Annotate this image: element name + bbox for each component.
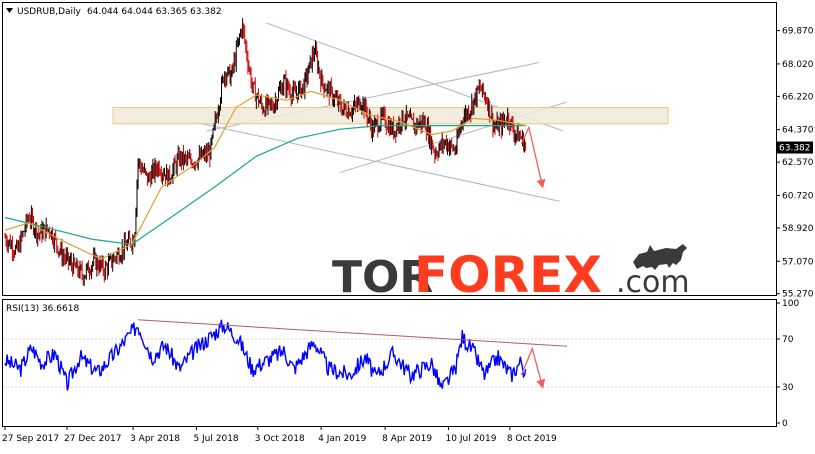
last-price-marker: 63.382 — [777, 141, 813, 154]
rsi-y-tick-label: 70 — [782, 335, 794, 345]
torforex-watermark: TOR FOREX .com — [332, 244, 690, 304]
rsi-y-tick-label: 0 — [782, 419, 788, 429]
ma-fast-line — [4, 90, 527, 260]
last-price-label: 63.382 — [779, 144, 811, 154]
x-tick-label: 3 Apr 2018 — [130, 434, 180, 444]
rsi-header: RSI(13) 36.6618 — [6, 304, 79, 314]
date-x-axis: 27 Sep 2017 27 Dec 2017 3 Apr 2018 5 Jul 20… — [2, 426, 557, 444]
price-y-tick-label: 57.070 — [782, 257, 814, 267]
price-y-tick-label: 68.020 — [782, 60, 814, 70]
x-tick-label: 8 Apr 2019 — [382, 434, 432, 444]
ma-slow-line — [4, 124, 527, 246]
bull-icon — [633, 244, 687, 270]
watermark-dotcom: .com — [616, 265, 690, 300]
price-y-tick-label: 62.570 — [782, 158, 814, 168]
watermark-tor: TOR — [332, 252, 433, 303]
price-y-tick-label: 58.920 — [782, 224, 814, 234]
price-y-tick-label: 55.270 — [782, 290, 814, 300]
rsi-lines — [4, 319, 568, 391]
rsi-y-tick-label: 30 — [782, 383, 794, 393]
x-tick-label: 4 Jan 2019 — [318, 434, 366, 444]
x-tick-label: 3 Oct 2018 — [255, 434, 305, 444]
price-y-axis: 69.870 68.020 66.220 64.370 62.570 60.720 58.9… — [776, 27, 814, 300]
moving-averages — [4, 90, 527, 260]
rsi-pane-frame — [2, 299, 777, 427]
rsi-y-axis: 100 70 30 0 — [3, 299, 799, 429]
price-pane-frame — [2, 2, 777, 296]
watermark-forex: FOREX — [414, 246, 602, 304]
rsi-y-tick-label: 100 — [782, 299, 799, 309]
price-y-tick-label: 64.370 — [782, 126, 814, 136]
symbol-header: USDRUB,Daily — [17, 7, 82, 17]
chart-menu-triangle[interactable] — [6, 8, 13, 13]
ohlc-header: 64.044 64.044 63.365 63.382 — [87, 7, 222, 17]
x-tick-label: 5 Jul 2018 — [193, 434, 238, 444]
price-y-tick-label: 66.220 — [782, 92, 814, 102]
price-y-tick-label: 69.870 — [782, 27, 814, 37]
forecast-arrow-line — [520, 125, 546, 189]
x-tick-label: 10 Jul 2019 — [446, 434, 497, 444]
rsi-trendline — [137, 319, 568, 347]
price-forecast-arrow — [520, 125, 546, 189]
price-y-tick-label: 60.720 — [782, 192, 814, 202]
rsi-forecast-arrow — [520, 346, 546, 389]
rsi-line — [4, 319, 527, 391]
x-tick-label: 27 Sep 2017 — [2, 434, 59, 444]
x-tick-label: 27 Dec 2017 — [64, 434, 122, 444]
x-tick-label: 8 Oct 2019 — [507, 434, 557, 444]
last-price-box — [777, 141, 813, 154]
